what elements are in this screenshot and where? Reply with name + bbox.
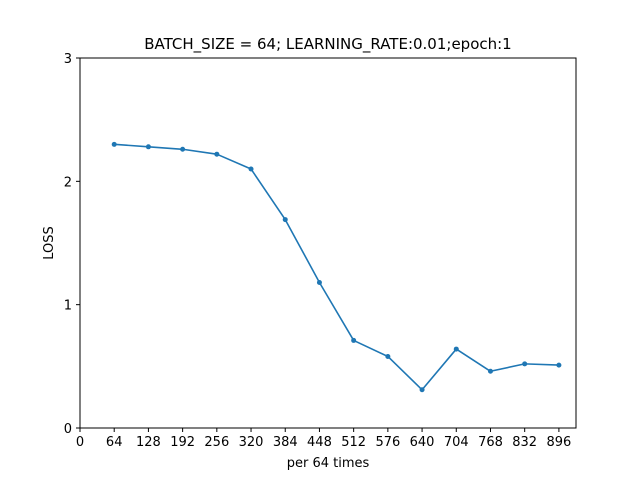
data-point: [453, 346, 459, 352]
x-tick-label: 128: [136, 435, 161, 450]
data-point: [556, 362, 562, 368]
x-tick-label: 448: [307, 435, 332, 450]
series-layer: [111, 141, 562, 393]
x-tick-label: 512: [341, 435, 366, 450]
data-point: [248, 166, 254, 172]
x-tick-label: 64: [106, 435, 123, 450]
y-tick-label: 2: [64, 175, 72, 190]
x-tick-label: 832: [512, 435, 537, 450]
x-tick-label: 192: [170, 435, 195, 450]
data-point: [351, 337, 357, 343]
x-tick-label: 320: [239, 435, 264, 450]
x-tick-label: 256: [204, 435, 229, 450]
data-point: [214, 151, 220, 157]
data-point: [522, 361, 528, 367]
data-point: [180, 146, 186, 152]
x-axis-label: per 64 times: [287, 456, 370, 471]
x-tick-label: 576: [375, 435, 400, 450]
plot-frame: [79, 57, 577, 429]
data-point: [282, 217, 288, 223]
data-point: [487, 368, 493, 374]
data-point: [111, 141, 117, 147]
x-tick-label: 896: [546, 435, 571, 450]
y-tick-label: 3: [64, 52, 72, 67]
x-tick-label: 704: [444, 435, 469, 450]
chart-title: BATCH_SIZE = 64; LEARNING_RATE:0.01;epoc…: [144, 35, 511, 54]
data-point: [385, 353, 391, 359]
data-point: [419, 387, 425, 393]
x-tick-label: 0: [76, 435, 84, 450]
y-axis-label: LOSS: [42, 226, 57, 260]
data-point: [316, 279, 322, 285]
y-tick-label: 0: [64, 422, 72, 437]
data-point: [145, 144, 151, 150]
plot-area: [80, 58, 576, 428]
series-line: [114, 143, 559, 391]
x-tick-label: 640: [410, 435, 435, 450]
y-tick-label: 1: [64, 299, 72, 314]
x-tick-label: 384: [273, 435, 298, 450]
y-axis-ticks: 0 1 2 3: [64, 52, 80, 437]
x-axis-ticks: 0 64 128 192 256 320 384 448 512 576 640 704 768 832 8…: [76, 428, 571, 450]
x-tick-label: 768: [478, 435, 503, 450]
